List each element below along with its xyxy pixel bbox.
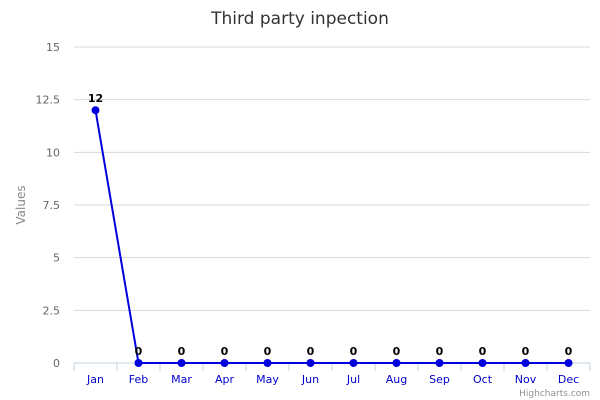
data-point-jan[interactable]: [91, 106, 100, 115]
credits-link[interactable]: Highcharts.com: [519, 389, 590, 399]
series-line-0: [94, 109, 570, 364]
y-axis-label: Values: [14, 185, 28, 224]
x-axis-tick-labels: Jan Feb Mar Apr May Jun Jul Aug Sep Oct Nov Dec: [86, 373, 579, 386]
data-label-mar: 0: [178, 345, 186, 358]
x-tick-label-apr: Apr: [215, 373, 235, 386]
y-tick-label: 5: [53, 252, 60, 265]
grid-lines: [74, 46, 590, 311]
data-point-mar[interactable]: [177, 359, 186, 367]
data-label-sep: 0: [436, 345, 444, 358]
x-tick-label-sep: Sep: [429, 373, 450, 386]
x-tick-label-jan: Jan: [86, 373, 104, 386]
data-point-oct[interactable]: [478, 359, 487, 367]
chart-title: Third party inpection: [210, 9, 389, 29]
data-label-dec: 0: [565, 345, 573, 358]
data-point-may[interactable]: [263, 359, 272, 367]
x-tick-label-oct: Oct: [473, 373, 493, 386]
data-label-aug: 0: [393, 345, 401, 358]
x-tick-label-aug: Aug: [386, 373, 407, 386]
data-point-sep[interactable]: [435, 359, 444, 367]
x-tick-label-mar: Mar: [171, 373, 192, 386]
data-point-dec[interactable]: [564, 359, 573, 367]
y-tick-label: 12.5: [36, 94, 61, 107]
series-layer: [91, 106, 573, 367]
data-point-jul[interactable]: [349, 359, 358, 367]
data-label-jun: 0: [307, 345, 315, 358]
data-label-jan: 12: [88, 92, 103, 105]
x-axis: [73, 362, 591, 371]
y-tick-label: 0: [53, 357, 60, 370]
y-tick-label: 2.5: [43, 304, 61, 317]
data-labels: 12 0 0 0 0 0 0 0 0 0 0 0: [88, 92, 573, 358]
data-label-apr: 0: [221, 345, 229, 358]
x-tick-label-nov: Nov: [515, 373, 537, 386]
data-point-feb[interactable]: [134, 359, 143, 367]
x-tick-label-dec: Dec: [558, 373, 579, 386]
x-tick-label-feb: Feb: [129, 373, 148, 386]
data-label-jul: 0: [350, 345, 358, 358]
y-tick-label: 15: [46, 41, 60, 54]
data-label-may: 0: [264, 345, 272, 358]
data-point-aug[interactable]: [392, 359, 401, 367]
data-point-nov[interactable]: [521, 359, 530, 367]
data-point-jun[interactable]: [306, 359, 315, 367]
y-axis-tick-labels: 0 2.5 5 7.5 10 12.5 15: [36, 41, 61, 370]
data-label-oct: 0: [479, 345, 487, 358]
x-tick-label-may: May: [256, 373, 279, 386]
x-tick-label-jul: Jul: [346, 373, 360, 386]
data-label-nov: 0: [522, 345, 530, 358]
y-tick-label: 7.5: [43, 199, 61, 212]
x-tick-label-jun: Jun: [301, 373, 319, 386]
data-label-feb: 0: [135, 345, 143, 358]
data-point-apr[interactable]: [220, 359, 229, 367]
y-tick-label: 10: [46, 146, 60, 159]
